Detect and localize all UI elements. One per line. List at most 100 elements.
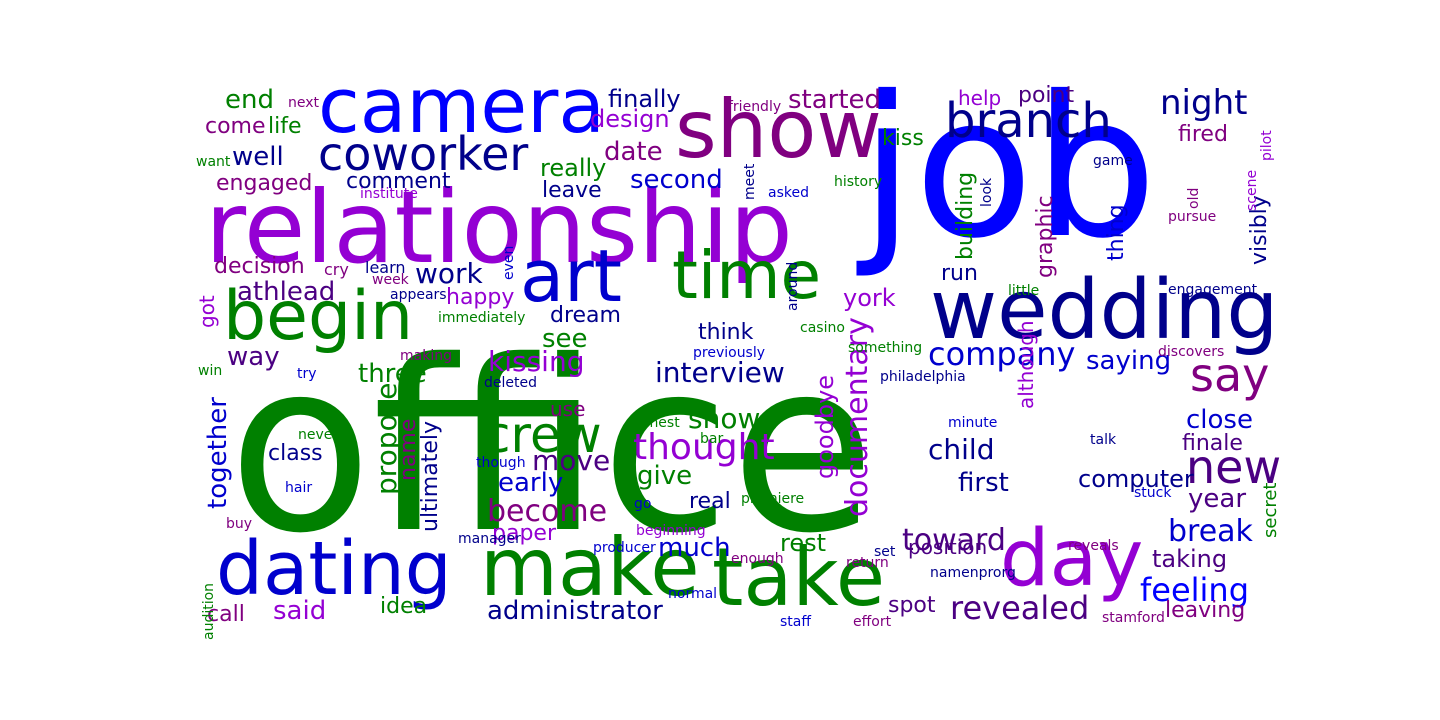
word-something: something — [848, 340, 923, 356]
word-close: close — [1186, 405, 1253, 435]
word-run: run — [941, 261, 978, 286]
word-night: night — [1160, 83, 1248, 123]
word-producer: producer — [593, 540, 656, 556]
word-hair: hair — [285, 480, 313, 496]
word-kissing: kissing — [488, 345, 585, 378]
word-learn: learn — [365, 258, 406, 277]
word-kiss: kiss — [882, 126, 924, 151]
word-dating: dating — [216, 526, 452, 612]
word-minute: minute — [948, 415, 998, 431]
word-paper: paper — [492, 521, 556, 546]
word-history: history — [834, 174, 883, 190]
word-end: end — [225, 85, 274, 115]
word-toward: toward — [902, 523, 1006, 558]
word-next: next — [288, 95, 320, 111]
word-asked: asked — [768, 185, 809, 201]
word-relationship: relationship — [205, 169, 793, 286]
word-bar: bar — [700, 431, 724, 447]
word-audition: audition — [201, 582, 217, 640]
word-time: time — [672, 237, 822, 314]
word-say: say — [1190, 348, 1270, 402]
word-engaged: engaged — [216, 171, 313, 196]
word-job: job — [860, 54, 1158, 281]
word-position: position — [908, 535, 988, 559]
word-institute: institute — [360, 186, 418, 202]
word-help: help — [958, 86, 1002, 110]
word-revealed: revealed — [950, 589, 1090, 627]
word-game: game — [1093, 153, 1133, 169]
word-call: call — [207, 602, 245, 627]
word-week: week — [372, 272, 409, 288]
word-want: want — [196, 154, 231, 170]
word-previously: previously — [693, 345, 766, 361]
word-break: break — [1168, 514, 1253, 549]
word-idea: idea — [380, 594, 428, 619]
word-manager: manager — [458, 531, 521, 547]
word-effort: effort — [853, 614, 892, 630]
word-appears: appears — [390, 287, 447, 303]
word-enough: enough — [731, 551, 784, 567]
word-name: name — [396, 418, 421, 481]
word-take: take — [712, 531, 886, 624]
word-although: although — [1014, 320, 1038, 409]
word-talk: talk — [1090, 432, 1117, 448]
word-real: real — [689, 489, 731, 514]
word-fired: fired — [1178, 122, 1228, 147]
word-thing: thing — [1104, 204, 1129, 261]
word-engagement: engagement — [1168, 282, 1258, 298]
word-point: point — [1018, 83, 1075, 108]
word-york: york — [843, 284, 896, 312]
word-cry: cry — [324, 260, 349, 279]
word-leave: leave — [542, 178, 602, 203]
word-staff: staff — [780, 614, 812, 630]
word-rest: rest — [780, 529, 827, 557]
word-move: move — [532, 444, 611, 477]
word-well: well — [232, 142, 284, 172]
word-never: never — [298, 427, 339, 443]
word-premiere: premiere — [741, 491, 805, 507]
word-deleted: deleted — [484, 375, 537, 391]
word-though: though — [476, 455, 526, 471]
word-design: design — [590, 105, 670, 133]
word-win: win — [198, 363, 223, 379]
word-stuck: stuck — [1134, 485, 1172, 501]
word-second: second — [630, 165, 723, 195]
word-think: think — [698, 320, 754, 345]
word-early: early — [498, 468, 564, 498]
word-said: said — [273, 596, 327, 626]
word-much: much — [658, 533, 731, 563]
word-taking: taking — [1152, 545, 1228, 573]
word-leaving: leaving — [1165, 598, 1246, 623]
word-happy: happy — [446, 285, 515, 310]
word-way: way — [227, 342, 280, 372]
word-beginning: beginning — [636, 523, 706, 539]
word-become: become — [487, 494, 608, 529]
word-really: really — [540, 154, 607, 182]
word-meet: meet — [742, 163, 758, 200]
word-office: office — [228, 310, 876, 585]
word-company: company — [928, 335, 1076, 373]
word-shown: shown — [688, 402, 779, 435]
word-see: see — [542, 324, 588, 354]
word-athlead: athlead — [237, 277, 336, 307]
word-three: three — [358, 359, 427, 389]
word-interview: interview — [655, 356, 785, 389]
word-use: use — [550, 397, 586, 421]
word-set: set — [874, 544, 896, 560]
word-goodbye: goodbye — [811, 374, 839, 479]
word-begin: begin — [223, 277, 414, 356]
word-little: little — [1008, 283, 1040, 299]
word-class: class — [268, 441, 323, 466]
word-namenprorg: namenprorg — [930, 565, 1016, 581]
word-first: first — [958, 468, 1009, 498]
word-new: new — [1186, 440, 1282, 494]
word-reveals: reveals — [1068, 538, 1119, 554]
word-go: go — [634, 496, 652, 512]
word-return: return — [846, 555, 889, 571]
word-building: building — [953, 171, 978, 260]
word-feeling: feeling — [1140, 571, 1250, 609]
word-pursue: pursue — [1168, 209, 1217, 225]
word-philadelphia: philadelphia — [880, 369, 966, 385]
word-child: child — [928, 433, 995, 466]
word-computer: computer — [1078, 465, 1194, 493]
